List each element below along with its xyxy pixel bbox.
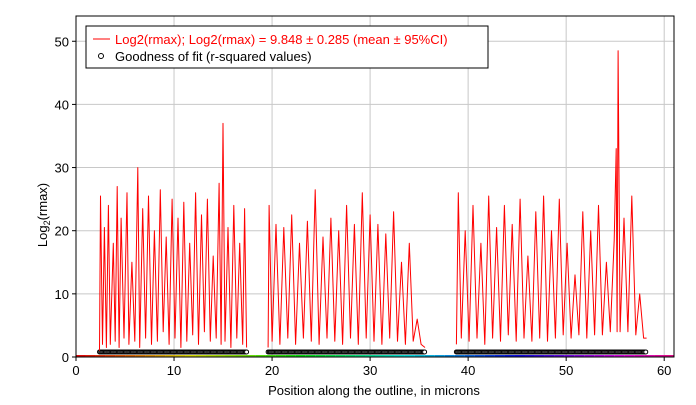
gof-point: [422, 349, 428, 355]
x-axis-label: Position along the outline, in microns: [268, 383, 480, 398]
legend-label-rmax: Log2(rmax); Log2(rmax) = 9.848 ± 0.285 (…: [115, 32, 448, 47]
y-tick-label: 30: [55, 161, 69, 176]
legend-circle-swatch: [98, 53, 104, 59]
y-tick-label: 20: [55, 224, 69, 239]
rmax-line: [99, 50, 647, 351]
x-tick-label: 30: [363, 363, 377, 378]
legend-box: [85, 25, 489, 69]
y-axis-label-subscript: 2: [42, 220, 52, 225]
goodness-of-fit-series: [97, 349, 649, 355]
x-tick-label: 50: [559, 363, 573, 378]
y-axis-label: Log2(rmax): [35, 183, 52, 247]
x-tick-label: 20: [265, 363, 279, 378]
x-tick-label: 40: [461, 363, 475, 378]
y-axis-label-main: Log: [35, 225, 50, 247]
y-axis-label-tail: (rmax): [35, 183, 50, 221]
y-tick-label: 50: [55, 34, 69, 49]
gof-point: [244, 349, 250, 355]
plot-frame: [75, 15, 675, 358]
x-axis-ticks: 0 10 20 30 40 50 60: [72, 357, 671, 378]
legend: Log2(rmax); Log2(rmax) = 9.848 ± 0.285 (…: [85, 25, 489, 69]
y-tick-label: 40: [55, 97, 69, 112]
x-tick-label: 0: [72, 363, 79, 378]
y-tick-label: 10: [55, 287, 69, 302]
x-tick-label: 60: [657, 363, 671, 378]
gof-point: [643, 349, 649, 355]
rmax-series: [99, 50, 647, 351]
y-tick-label: 0: [62, 350, 69, 365]
legend-label-gof: Goodness of fit (r-squared values): [115, 49, 312, 64]
x-tick-label: 10: [167, 363, 181, 378]
y-axis-ticks: 0 10 20 30 40 50: [55, 34, 76, 365]
